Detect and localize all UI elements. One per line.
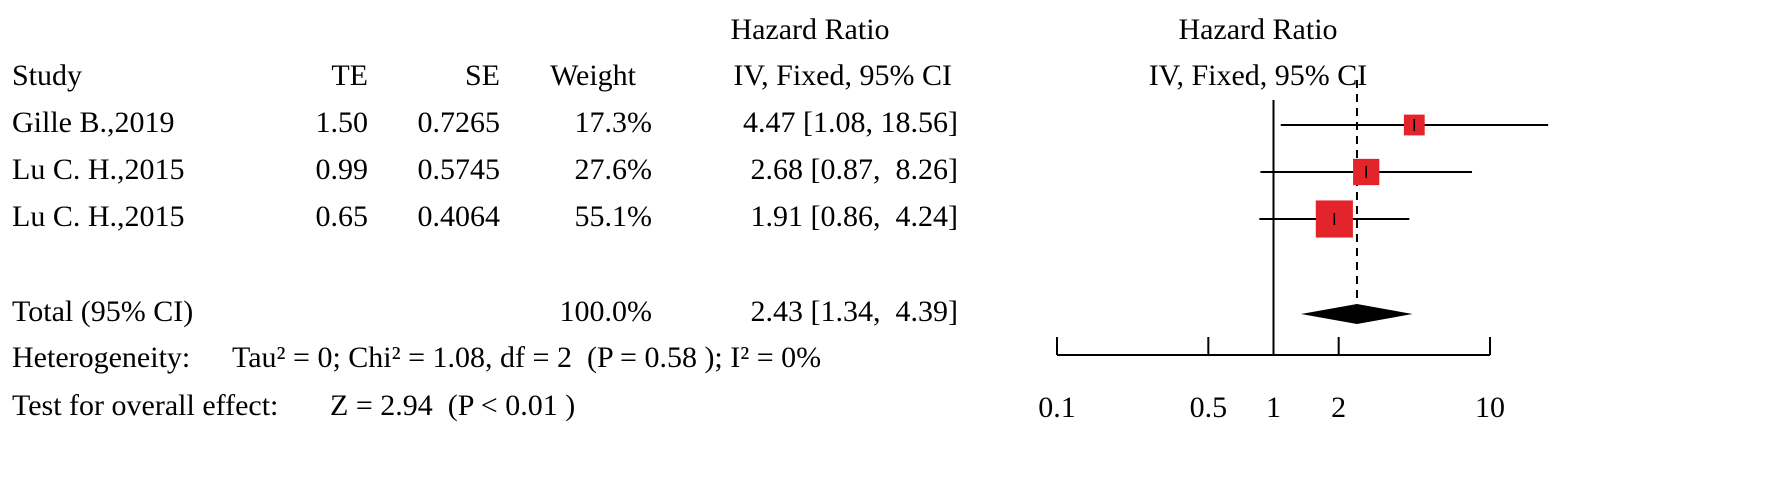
weight-value: 55.1%	[575, 200, 653, 233]
plot-title: Hazard Ratio	[1178, 13, 1337, 46]
column-header: Study	[12, 59, 82, 92]
study-name: Lu C. H.,2015	[12, 153, 185, 186]
x-tick-label: 2	[1331, 391, 1346, 424]
ci-label: 1.91 [0.86, 4.24]	[751, 200, 958, 233]
total-ci: 2.43 [1.34, 4.39]	[751, 295, 958, 328]
se-value: 0.4064	[418, 200, 501, 233]
heterogeneity-label: Heterogeneity:	[12, 341, 190, 374]
column-header: Weight	[550, 59, 637, 92]
weight-value: 27.6%	[575, 153, 653, 186]
plot-subtitle: IV, Fixed, 95% CI	[1149, 59, 1368, 92]
column-header: IV, Fixed, 95% CI	[733, 59, 952, 92]
total-weight: 100.0%	[560, 295, 653, 328]
te-value: 0.99	[316, 153, 369, 186]
column-header: SE	[465, 59, 500, 92]
column-header: TE	[331, 59, 368, 92]
overall-label: Test for overall effect:	[12, 389, 278, 422]
x-tick-label: 10	[1475, 391, 1505, 424]
pooled-diamond	[1301, 304, 1413, 324]
study-name: Lu C. H.,2015	[12, 200, 185, 233]
overall-text: Z = 2.94 (P < 0.01 )	[330, 389, 575, 422]
te-value: 1.50	[316, 106, 369, 139]
total-label: Total (95% CI)	[12, 295, 193, 328]
se-value: 0.5745	[418, 153, 501, 186]
study-name: Gille B.,2019	[12, 106, 175, 139]
effect-title: Hazard Ratio	[730, 13, 889, 46]
ci-label: 2.68 [0.87, 8.26]	[751, 153, 958, 186]
se-value: 0.7265	[418, 106, 501, 139]
heterogeneity-text: Tau² = 0; Chi² = 1.08, df = 2 (P = 0.58 …	[232, 341, 821, 374]
ci-label: 4.47 [1.08, 18.56]	[743, 106, 958, 139]
x-tick-label: 0.5	[1190, 391, 1228, 424]
x-tick-label: 0.1	[1038, 391, 1076, 424]
x-tick-label: 1	[1266, 391, 1281, 424]
te-value: 0.65	[316, 200, 369, 233]
weight-value: 17.3%	[575, 106, 653, 139]
